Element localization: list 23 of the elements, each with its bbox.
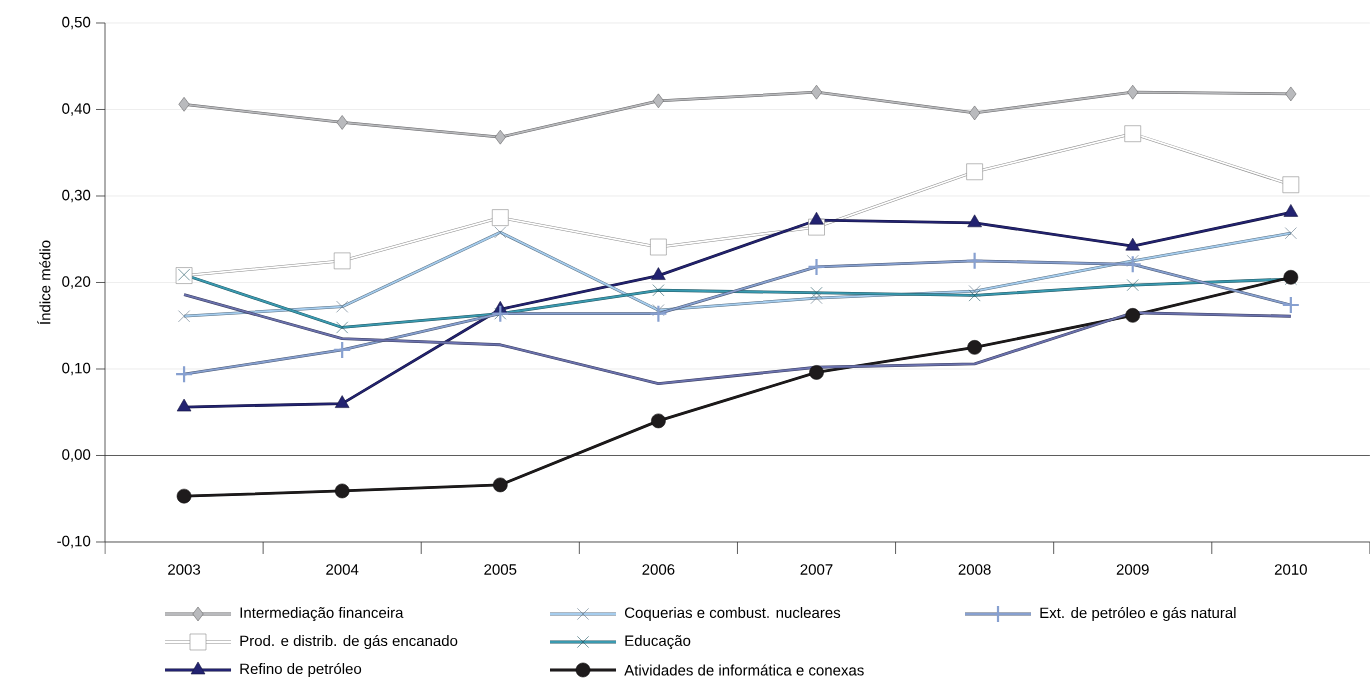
y-axis-title: Índice médio	[37, 240, 51, 324]
legend-label: Intermediação financeira	[240, 606, 404, 622]
x-tick-label: 2006	[642, 564, 675, 575]
x-tick-label: 2010	[1274, 564, 1307, 575]
x-tick-label: 2005	[484, 564, 517, 575]
x-tick-label: 2003	[168, 564, 201, 575]
legend-label: Refino de petróleo	[240, 662, 362, 678]
x-tick-label: 2007	[800, 564, 833, 575]
y-tick-label: 0,00	[62, 449, 91, 462]
legend-label: Ext. de petróleo e gás natural	[1040, 606, 1236, 622]
y-tick-label: 0,30	[62, 189, 91, 203]
legend-label: Educação	[625, 634, 691, 650]
y-tick-label: 0,50	[62, 16, 91, 30]
y-tick-label: 0,20	[62, 276, 91, 289]
legend-label: Atividades de informática e conexas	[624, 664, 864, 676]
x-tick-label: 2008	[958, 564, 991, 575]
x-tick-label: 2004	[326, 564, 359, 575]
y-tick-label: -0,10	[57, 535, 91, 549]
legend-label: Coquerias e combust. nucleares	[624, 606, 841, 621]
y-tick-label: 0,40	[62, 103, 91, 116]
x-tick-label: 2009	[1116, 564, 1149, 575]
y-tick-label: 0,10	[62, 362, 91, 376]
legend-label: Prod. e distrib. de gás encanado	[240, 634, 458, 650]
